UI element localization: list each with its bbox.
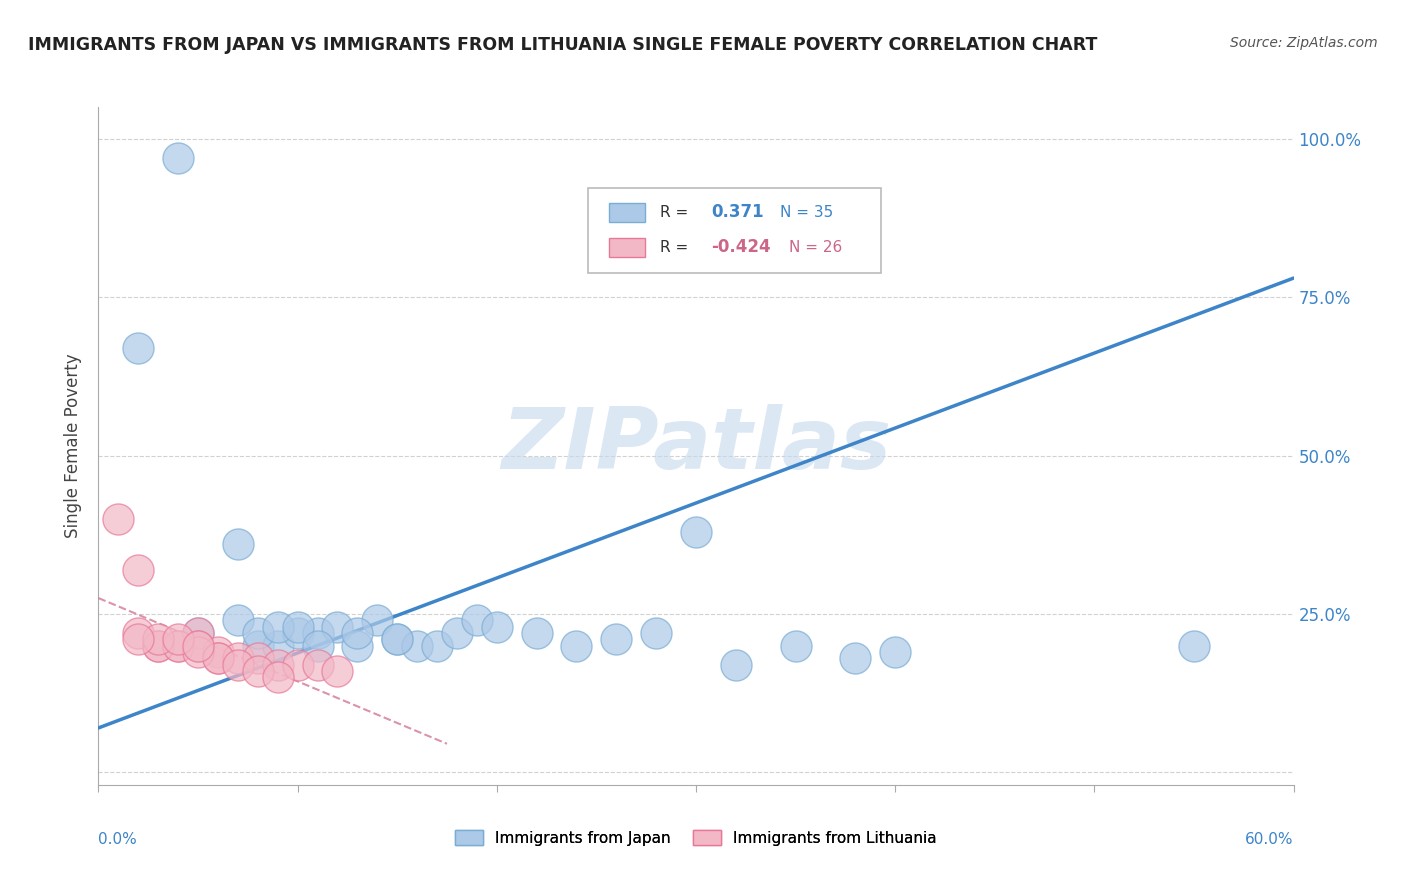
- Text: N = 35: N = 35: [779, 204, 832, 219]
- Point: [366, 613, 388, 627]
- FancyBboxPatch shape: [589, 188, 882, 273]
- Point: [207, 645, 229, 659]
- Point: [267, 619, 290, 633]
- Point: [267, 639, 290, 653]
- Point: [307, 657, 329, 672]
- Point: [167, 151, 190, 165]
- Text: 0.0%: 0.0%: [98, 832, 138, 847]
- Point: [307, 639, 329, 653]
- Point: [148, 639, 170, 653]
- Text: N = 26: N = 26: [789, 240, 842, 255]
- FancyBboxPatch shape: [609, 202, 644, 221]
- Point: [346, 639, 368, 653]
- Y-axis label: Single Female Poverty: Single Female Poverty: [65, 354, 83, 538]
- Point: [207, 651, 229, 665]
- Point: [406, 639, 429, 653]
- Point: [187, 626, 209, 640]
- Point: [226, 651, 249, 665]
- Point: [148, 632, 170, 647]
- Legend: Immigrants from Japan, Immigrants from Lithuania: Immigrants from Japan, Immigrants from L…: [449, 823, 943, 852]
- Text: ZIPatlas: ZIPatlas: [501, 404, 891, 488]
- Point: [127, 341, 149, 355]
- Point: [167, 639, 190, 653]
- Point: [485, 619, 508, 633]
- Point: [326, 664, 349, 678]
- Point: [187, 626, 209, 640]
- Text: Source: ZipAtlas.com: Source: ZipAtlas.com: [1230, 36, 1378, 50]
- Text: IMMIGRANTS FROM JAPAN VS IMMIGRANTS FROM LITHUANIA SINGLE FEMALE POVERTY CORRELA: IMMIGRANTS FROM JAPAN VS IMMIGRANTS FROM…: [28, 36, 1098, 54]
- Point: [685, 524, 707, 539]
- Point: [724, 657, 747, 672]
- Point: [785, 639, 807, 653]
- Point: [127, 563, 149, 577]
- Point: [127, 632, 149, 647]
- Point: [884, 645, 907, 659]
- Point: [187, 645, 209, 659]
- Point: [307, 626, 329, 640]
- Point: [844, 651, 866, 665]
- Point: [246, 626, 269, 640]
- Point: [127, 626, 149, 640]
- Point: [187, 639, 209, 653]
- Point: [426, 639, 449, 653]
- Point: [287, 657, 309, 672]
- Point: [385, 632, 409, 647]
- Text: R =: R =: [661, 240, 689, 255]
- Text: -0.424: -0.424: [711, 238, 770, 256]
- Point: [167, 632, 190, 647]
- Point: [267, 657, 290, 672]
- Point: [465, 613, 488, 627]
- Point: [346, 626, 368, 640]
- Point: [148, 639, 170, 653]
- Point: [246, 664, 269, 678]
- Point: [207, 651, 229, 665]
- Point: [107, 512, 129, 526]
- Point: [187, 639, 209, 653]
- Point: [167, 639, 190, 653]
- Point: [446, 626, 468, 640]
- Point: [645, 626, 668, 640]
- Point: [287, 619, 309, 633]
- Text: 60.0%: 60.0%: [1246, 832, 1294, 847]
- Point: [565, 639, 588, 653]
- Point: [526, 626, 548, 640]
- Point: [385, 632, 409, 647]
- Point: [605, 632, 627, 647]
- Text: R =: R =: [661, 204, 689, 219]
- Point: [326, 619, 349, 633]
- Text: 0.371: 0.371: [711, 203, 763, 221]
- FancyBboxPatch shape: [609, 238, 644, 257]
- Point: [246, 639, 269, 653]
- Point: [1182, 639, 1205, 653]
- Point: [226, 657, 249, 672]
- Point: [287, 626, 309, 640]
- Point: [226, 613, 249, 627]
- Point: [267, 670, 290, 684]
- Point: [246, 651, 269, 665]
- Point: [226, 537, 249, 551]
